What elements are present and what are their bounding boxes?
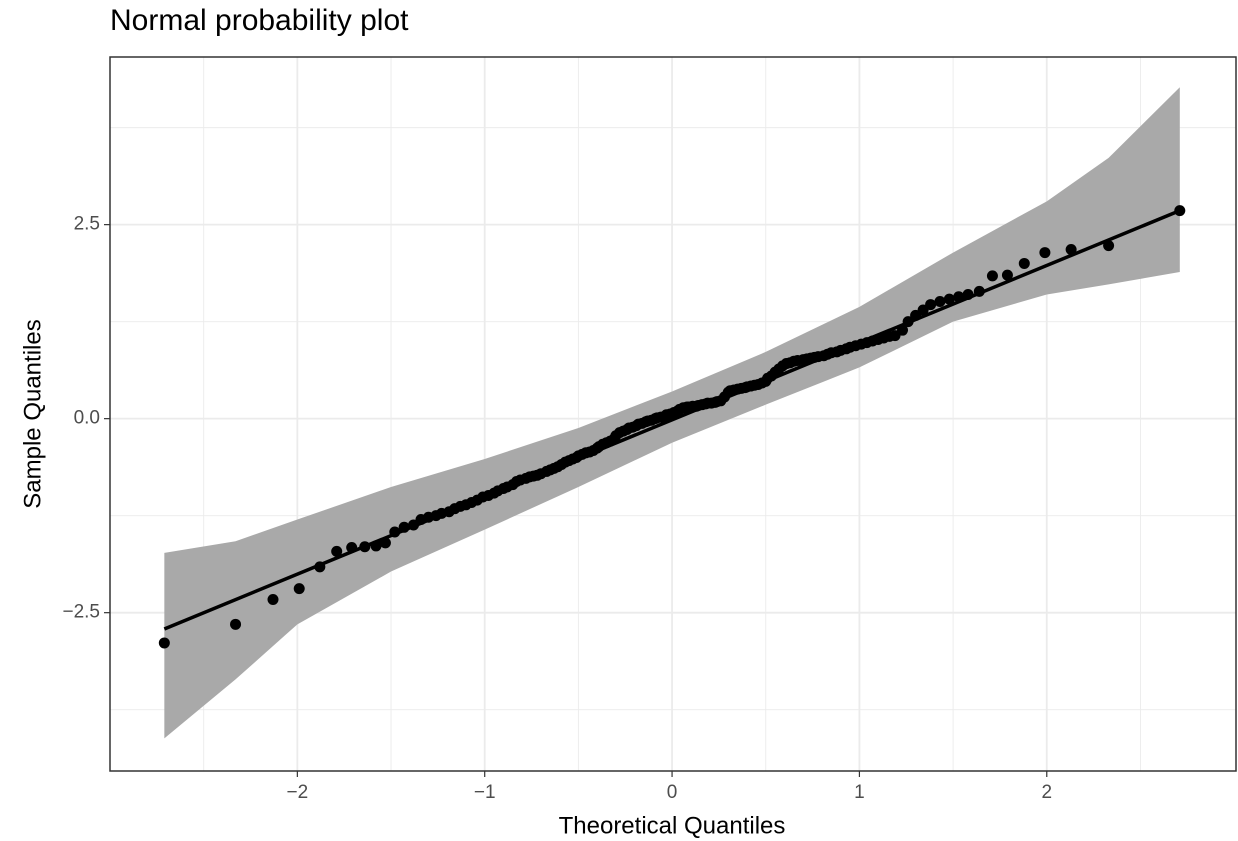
point [1039, 247, 1051, 259]
point [379, 537, 391, 549]
point [986, 270, 998, 282]
point [1001, 269, 1013, 281]
x-tick-label: −2 [287, 782, 309, 803]
point [346, 541, 358, 553]
point [943, 293, 955, 305]
x-tick-label: −1 [474, 782, 496, 803]
point [389, 526, 401, 538]
panel-border [109, 56, 1237, 772]
point [973, 285, 985, 297]
point [1018, 257, 1030, 269]
point [953, 291, 965, 303]
point [934, 295, 946, 307]
point [370, 540, 382, 552]
point [1103, 240, 1115, 252]
y-tick-label: 0.0 [74, 408, 100, 429]
x-tick-label: 0 [667, 782, 678, 803]
y-tick-label: 2.5 [74, 214, 100, 235]
chart-title: Normal probability plot [110, 4, 409, 37]
point [925, 299, 937, 311]
point [1065, 243, 1077, 255]
x-axis-label: Theoretical Quantiles [559, 812, 786, 839]
point [267, 593, 279, 605]
point [897, 324, 909, 336]
point [902, 316, 914, 328]
point [398, 521, 410, 533]
reference-line [163, 209, 1181, 631]
point [331, 545, 343, 557]
point [1174, 205, 1186, 217]
point [962, 288, 974, 300]
point [314, 561, 326, 573]
y-axis-label: Sample Quantiles [19, 319, 46, 508]
point [359, 541, 371, 553]
x-tick-label: 2 [1041, 782, 1052, 803]
x-tick-label: 1 [854, 782, 865, 803]
point [158, 637, 170, 649]
y-tick-label: −2.5 [62, 602, 100, 623]
point [293, 583, 305, 595]
point [230, 618, 242, 630]
